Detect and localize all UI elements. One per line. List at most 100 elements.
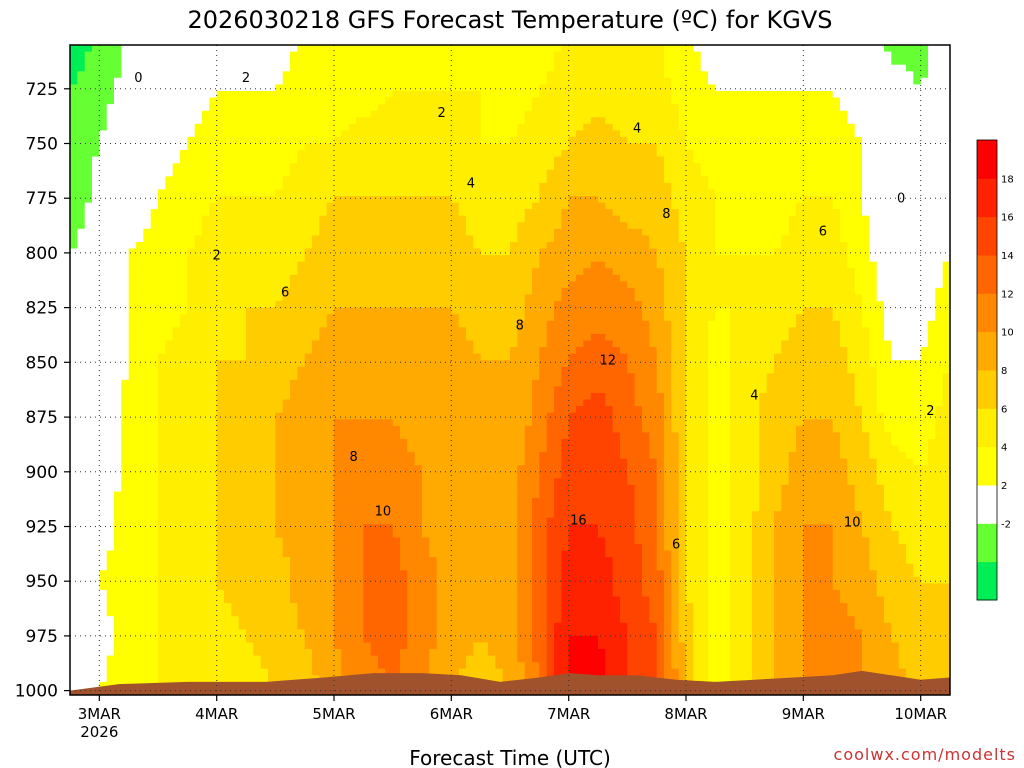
temperature-cell bbox=[363, 347, 372, 355]
temperature-cell bbox=[121, 675, 130, 683]
temperature-cell bbox=[356, 130, 364, 138]
temperature-cell bbox=[158, 222, 166, 230]
temperature-cell bbox=[356, 452, 364, 460]
temperature-cell bbox=[370, 163, 379, 171]
temperature-cell bbox=[246, 360, 254, 368]
temperature-cell bbox=[275, 603, 284, 611]
temperature-cell bbox=[158, 465, 166, 473]
temperature-cell bbox=[385, 347, 394, 355]
temperature-cell bbox=[187, 235, 196, 243]
temperature-cell bbox=[370, 511, 379, 519]
temperature-cell bbox=[385, 45, 394, 53]
temperature-cell bbox=[158, 314, 166, 322]
temperature-cell bbox=[297, 189, 306, 197]
temperature-cell bbox=[385, 544, 394, 552]
temperature-cell bbox=[370, 544, 379, 552]
temperature-cell bbox=[312, 327, 320, 335]
temperature-cell bbox=[297, 182, 306, 191]
temperature-cell bbox=[165, 314, 174, 322]
temperature-cell bbox=[436, 327, 445, 335]
temperature-cell bbox=[348, 189, 357, 197]
temperature-cell bbox=[260, 465, 269, 473]
temperature-cell bbox=[378, 484, 386, 493]
temperature-cell bbox=[172, 589, 181, 598]
temperature-cell bbox=[84, 629, 93, 637]
temperature-cell bbox=[414, 478, 423, 486]
temperature-cell bbox=[356, 412, 364, 420]
temperature-cell bbox=[77, 110, 86, 118]
temperature-cell bbox=[143, 445, 152, 453]
temperature-cell bbox=[209, 84, 218, 92]
temperature-cell bbox=[370, 524, 379, 532]
temperature-cell bbox=[165, 511, 174, 519]
temperature-cell bbox=[414, 51, 423, 59]
temperature-cell bbox=[414, 281, 423, 289]
temperature-cell bbox=[92, 399, 100, 407]
temperature-cell bbox=[282, 143, 291, 151]
temperature-cell bbox=[400, 287, 408, 296]
temperature-cell bbox=[180, 340, 188, 348]
temperature-cell bbox=[407, 333, 416, 342]
temperature-cell bbox=[304, 576, 313, 584]
temperature-cell bbox=[150, 662, 159, 670]
temperature-cell bbox=[216, 517, 225, 525]
temperature-cell bbox=[297, 202, 306, 210]
temperature-cell bbox=[128, 425, 137, 433]
temperature-cell bbox=[407, 432, 416, 440]
temperature-cell bbox=[297, 307, 306, 315]
temperature-cell bbox=[231, 71, 240, 79]
temperature-cell bbox=[297, 511, 306, 519]
temperature-cell bbox=[400, 77, 408, 85]
temperature-cell bbox=[99, 196, 108, 204]
temperature-cell bbox=[275, 399, 284, 407]
temperature-cell bbox=[150, 58, 159, 66]
temperature-cell bbox=[268, 307, 276, 315]
temperature-cell bbox=[429, 307, 438, 315]
temperature-cell bbox=[238, 589, 247, 598]
temperature-cell bbox=[392, 465, 401, 473]
temperature-cell bbox=[392, 662, 401, 670]
temperature-cell bbox=[224, 202, 232, 210]
temperature-cell bbox=[429, 169, 438, 177]
temperature-cell bbox=[319, 655, 328, 663]
temperature-cell bbox=[238, 274, 247, 282]
temperature-cell bbox=[312, 71, 320, 79]
temperature-cell bbox=[370, 635, 379, 644]
temperature-cell bbox=[121, 557, 130, 565]
temperature-cell bbox=[180, 406, 188, 414]
temperature-cell bbox=[304, 261, 313, 269]
temperature-cell bbox=[194, 281, 203, 289]
temperature-cell bbox=[150, 452, 159, 460]
temperature-cell bbox=[224, 110, 232, 118]
temperature-cell bbox=[231, 366, 240, 374]
temperature-cell bbox=[422, 616, 430, 624]
temperature-cell bbox=[180, 215, 188, 223]
temperature-cell bbox=[282, 307, 291, 315]
temperature-cell bbox=[246, 176, 254, 184]
temperature-cell bbox=[319, 399, 328, 407]
temperature-cell bbox=[246, 301, 254, 309]
temperature-cell bbox=[216, 465, 225, 473]
temperature-cell bbox=[268, 84, 276, 92]
temperature-cell bbox=[165, 478, 174, 486]
temperature-cell bbox=[326, 642, 335, 650]
temperature-cell bbox=[436, 314, 445, 322]
temperature-cell bbox=[128, 281, 137, 289]
temperature-cell bbox=[297, 655, 306, 663]
temperature-cell bbox=[429, 110, 438, 118]
temperature-cell bbox=[268, 51, 276, 59]
temperature-cell bbox=[150, 412, 159, 420]
temperature-cell bbox=[128, 64, 137, 72]
temperature-cell bbox=[180, 189, 188, 197]
temperature-cell bbox=[216, 544, 225, 552]
temperature-cell bbox=[194, 91, 203, 99]
temperature-cell bbox=[348, 432, 357, 440]
temperature-cell bbox=[282, 366, 291, 374]
temperature-cell bbox=[172, 228, 181, 236]
temperature-cell bbox=[70, 445, 78, 453]
temperature-cell bbox=[436, 123, 445, 131]
temperature-cell bbox=[260, 452, 269, 460]
temperature-cell bbox=[246, 563, 254, 571]
temperature-cell bbox=[334, 498, 342, 506]
temperature-cell bbox=[268, 215, 276, 223]
